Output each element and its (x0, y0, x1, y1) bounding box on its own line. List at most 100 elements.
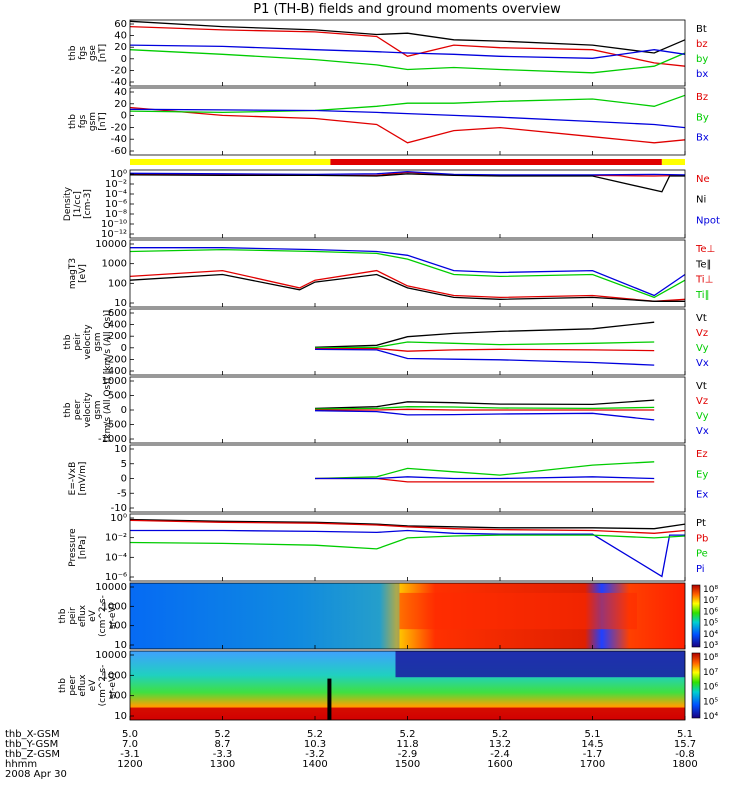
series-line-By (129, 94, 686, 114)
y-tick-label: 10⁻⁸ (105, 209, 127, 220)
y-axis-label: gsm (93, 400, 103, 419)
y-tick-label: 5 (121, 459, 127, 470)
y-axis-label: [nT] (98, 112, 108, 130)
date-label: 2008 Apr 30 (5, 769, 67, 780)
series-line-Bz (129, 106, 686, 144)
orbit-value: 14.5 (581, 739, 603, 750)
y-tick-label: 10⁻¹² (101, 229, 127, 240)
legend-entry: Ex (696, 490, 708, 501)
y-axis-label: peer (73, 399, 83, 420)
series-line-Ti∥ (129, 248, 686, 299)
colorbar-tick-label: 10⁸ (703, 653, 718, 663)
legend-entry: Bt (696, 24, 707, 35)
series-line-Te⊥ (129, 269, 686, 302)
series-line-Ey (314, 461, 655, 480)
y-tick-label: 10 (114, 640, 127, 651)
y-axis-label: (cm^2-s- (98, 595, 108, 637)
y-axis-label: Pressure (68, 528, 78, 567)
legend-entry: bx (696, 69, 708, 80)
orbit-value: -0.8 (675, 749, 695, 760)
orbit-row-label: thb_Z-GSM (5, 749, 60, 760)
colorbar-tick-label: 10⁴ (703, 630, 718, 640)
y-tick-label: -40 (111, 77, 127, 88)
orbit-value: -3.2 (305, 749, 325, 760)
series-line-by (129, 49, 686, 74)
colorbar-tick-label: 10⁵ (703, 697, 718, 707)
y-axis-label: eflux (78, 604, 88, 627)
legend-entry: Vx (696, 426, 709, 437)
series-line-bx (129, 44, 686, 59)
y-tick-label: 10⁰ (110, 169, 127, 180)
y-axis-label: peer (68, 675, 78, 696)
y-tick-label: 10⁻² (105, 533, 127, 544)
y-tick-label: 0 (121, 343, 127, 354)
y-tick-label: 10000 (95, 239, 127, 250)
orbit-value: 1400 (302, 759, 327, 770)
y-axis-label: [mV/m] (78, 462, 88, 496)
y-axis-label: gsm (93, 332, 103, 351)
panel-efield: Ez Ey Ex 10 5 0 -5 -10 E=-VxB [mV/m] (68, 444, 708, 514)
y-tick-label: 1000 (102, 670, 127, 681)
y-tick-label: -1000 (98, 434, 127, 445)
panel-frame (129, 513, 686, 582)
colorbar-tick-label: 10⁵ (703, 619, 718, 629)
y-tick-label: 10⁻² (105, 179, 127, 190)
series-line-Ex (315, 476, 655, 480)
status-bar-segment (130, 159, 331, 165)
y-tick-label: -400 (104, 366, 127, 377)
y-tick-label: 10⁻¹⁰ (101, 219, 127, 230)
panel-peer_velocity: Vt Vz Vy Vx 1000 500 0 -500 -1000 thb peer velocity… (63, 376, 709, 445)
y-tick-label: 600 (108, 308, 127, 319)
y-tick-label: 10 (114, 298, 127, 309)
orbit-value: 13.2 (489, 739, 511, 750)
y-axis-label: thb (68, 114, 78, 129)
colorbar (691, 584, 701, 648)
y-tick-label: 10⁻⁴ (105, 552, 127, 563)
panel-peer_eflux: 10⁸ 10⁷ 10⁶ 10⁵ 10⁴ 10000 1000 100 10 thb peer eflu… (58, 650, 718, 722)
y-tick-label: 10⁻⁶ (105, 199, 127, 210)
orbit-value: 5.2 (307, 729, 323, 740)
y-tick-label: -40 (111, 134, 127, 145)
legend-entry: Vz (696, 328, 708, 339)
y-tick-label: -500 (104, 420, 127, 431)
orbit-value: -2.9 (398, 749, 418, 760)
legend-entry: Vz (696, 396, 708, 407)
legend-entry: Vy (696, 343, 709, 354)
y-tick-label: 40 (114, 31, 127, 42)
y-tick-label: -10 (111, 503, 127, 514)
y-axis-label: eV (88, 609, 98, 622)
y-tick-label: 10 (114, 711, 127, 722)
y-axis-label: thb (68, 45, 78, 60)
y-axis-label: eflux (78, 674, 88, 697)
series-line-Pe (129, 534, 686, 550)
y-tick-label: 200 (108, 331, 127, 342)
y-axis-label: thb (58, 608, 68, 623)
y-tick-label: 10000 (95, 582, 127, 593)
orbit-row-label: thb_Y-GSM (5, 739, 58, 750)
y-tick-label: -5 (117, 488, 127, 499)
legend-entry: bz (696, 39, 708, 50)
y-tick-label: 1000 (102, 376, 127, 387)
legend-entry: by (696, 54, 708, 65)
y-tick-label: -200 (104, 354, 127, 365)
legend-entry: Pi (696, 564, 705, 575)
spectrogram-high-band (130, 707, 685, 720)
legend-entry: Ni (696, 195, 706, 206)
y-tick-label: 1000 (102, 601, 127, 612)
legend-entry: Npot (696, 215, 720, 226)
orbit-value: 1600 (487, 759, 512, 770)
orbit-value: 8.7 (215, 739, 231, 750)
orbit-value: 5.2 (400, 729, 416, 740)
series-line-bz (129, 25, 686, 67)
y-axis-label: velocity (83, 324, 93, 360)
spectrogram-quiet-region (130, 583, 400, 649)
orbit-value: -2.4 (490, 749, 510, 760)
orbit-value: -1.7 (583, 749, 603, 760)
series-line-Te∥ (129, 273, 685, 302)
y-tick-label: 1000 (102, 259, 127, 270)
y-tick-label: -60 (111, 146, 127, 157)
